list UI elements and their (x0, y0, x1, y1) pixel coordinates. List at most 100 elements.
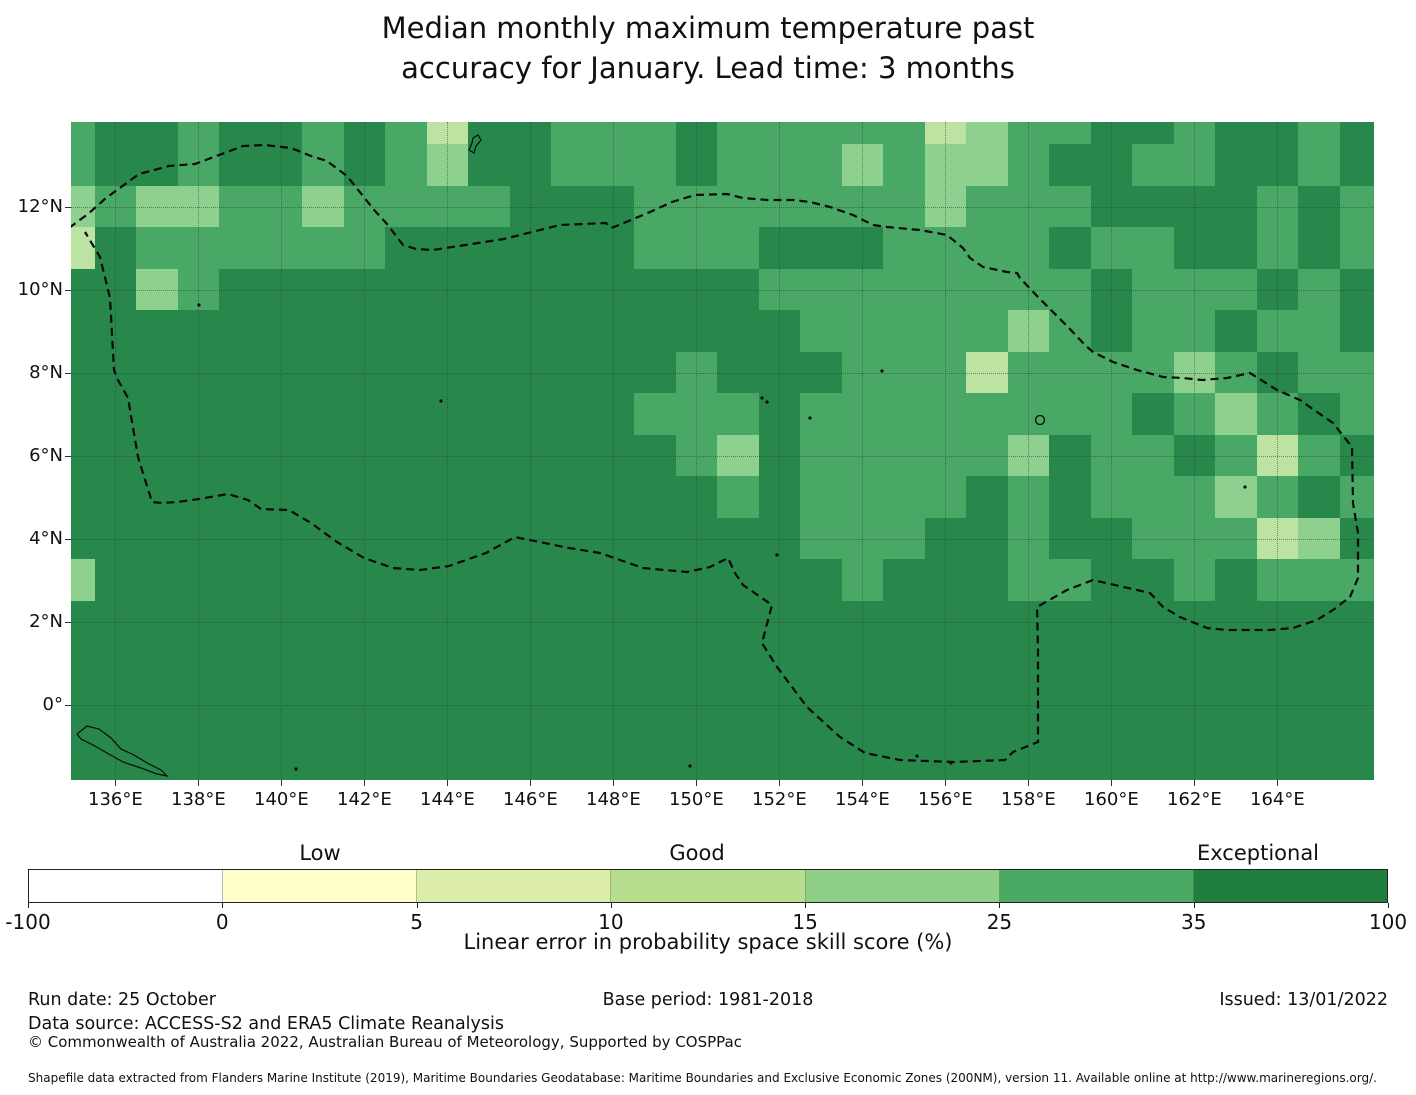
colorbar-segment (1193, 870, 1387, 902)
map-cell (1132, 310, 1174, 352)
map-cell (800, 476, 842, 518)
map-cell (883, 559, 925, 601)
map-cell (302, 310, 344, 352)
y-axis-tick-label: 10°N (17, 278, 63, 300)
map-cell (219, 227, 261, 269)
map-cell (385, 144, 427, 186)
map-cell (136, 393, 178, 435)
map-cell (551, 559, 593, 601)
map-gridline-vertical (1194, 122, 1196, 780)
map-cell (302, 559, 344, 601)
y-axis-tick-label: 2°N (29, 610, 63, 632)
map-cell (634, 393, 676, 435)
map-cell (634, 559, 676, 601)
map-cell (1215, 393, 1257, 435)
map-cell (634, 310, 676, 352)
map-gridline-vertical (1111, 122, 1113, 780)
colorbar-tick-label: 15 (792, 910, 818, 934)
map-cell (468, 310, 510, 352)
footer-shapefile-note: Shapefile data extracted from Flanders M… (28, 1071, 1377, 1085)
colorbar-tick-mark (1193, 903, 1195, 908)
map-cell (966, 122, 1008, 145)
x-axis-tick-mark (779, 780, 781, 786)
map-cell (71, 227, 95, 269)
map-cell (1215, 559, 1257, 601)
map-cell (1339, 310, 1374, 352)
map-cell (71, 393, 95, 435)
map-cell (1215, 122, 1257, 145)
map-cell (1298, 310, 1340, 352)
map-cell (1215, 144, 1257, 186)
map-cell (302, 725, 344, 767)
map-cell (71, 766, 95, 780)
map-cell (1049, 122, 1091, 145)
map-cell (1132, 393, 1174, 435)
map-cell (717, 766, 759, 780)
map-cell (883, 227, 925, 269)
map-cell (1049, 476, 1091, 518)
x-axis-tick-mark (1194, 780, 1196, 786)
map-cell (219, 310, 261, 352)
map-cell (1298, 122, 1340, 145)
x-axis-tick-label: 162°E (1167, 789, 1222, 810)
x-axis-tick-label: 164°E (1250, 789, 1305, 810)
map-cell (634, 476, 676, 518)
x-axis-tick-label: 154°E (835, 789, 890, 810)
map-cell (1298, 144, 1340, 186)
map-cell (1049, 766, 1091, 780)
footer-run-date: Run date: 25 October (28, 990, 216, 1010)
map-cell (800, 559, 842, 601)
colorbar-tick-mark (610, 903, 612, 908)
colorbar-category-exceptional: Exceptional (1196, 841, 1320, 865)
map-gridline-vertical (530, 122, 532, 780)
x-axis-tick-label: 156°E (918, 789, 973, 810)
y-axis-tick-label: 8°N (29, 361, 63, 383)
x-axis-tick-mark (115, 780, 117, 786)
island-dot (760, 396, 764, 400)
y-axis-tick-label: 0° (42, 693, 63, 715)
colorbar-tick-mark (999, 903, 1001, 908)
map-cell (966, 393, 1008, 435)
map-cell (551, 144, 593, 186)
colorbar-tick-mark (222, 903, 224, 908)
map-cell (385, 122, 427, 145)
map-cell (136, 310, 178, 352)
map-cell (966, 227, 1008, 269)
map-cell (1132, 642, 1174, 684)
map-cell (1049, 725, 1091, 767)
map-cell (551, 227, 593, 269)
chart-title-line1: Median monthly maximum temperature past (381, 11, 1035, 45)
map-gridline-vertical (1277, 122, 1279, 780)
colorbar-tick-mark (1388, 903, 1389, 908)
map-cell (71, 642, 95, 684)
map-cell (468, 766, 510, 780)
y-axis-tick-mark (65, 704, 71, 706)
map-cell (385, 642, 427, 684)
map-gridline-horizontal (71, 621, 1374, 623)
map-cell (551, 725, 593, 767)
map-gridline-horizontal (71, 704, 1374, 706)
map-cell (71, 476, 95, 518)
x-axis-tick-label: 160°E (1084, 789, 1139, 810)
chart-title-line2: accuracy for January. Lead time: 3 month… (401, 51, 1015, 85)
map-cell (1339, 393, 1374, 435)
map-cell (551, 393, 593, 435)
map-cell (966, 476, 1008, 518)
island-dot (197, 303, 201, 307)
map-cell (468, 476, 510, 518)
x-axis-tick-label: 146°E (503, 789, 558, 810)
map-cell (302, 642, 344, 684)
map-cell (1215, 227, 1257, 269)
map-cell (1339, 144, 1374, 186)
footer-base-period: Base period: 1981-2018 (602, 990, 814, 1010)
map-cell (71, 310, 95, 352)
map-cell (883, 310, 925, 352)
colorbar-segment (417, 870, 612, 902)
island-dot (439, 399, 443, 403)
x-axis-tick-label: 138°E (171, 789, 226, 810)
map-cell (385, 476, 427, 518)
map-cell (1215, 310, 1257, 352)
map-cell (966, 559, 1008, 601)
y-axis-tick-mark (65, 621, 71, 623)
map-cell (1049, 559, 1091, 601)
